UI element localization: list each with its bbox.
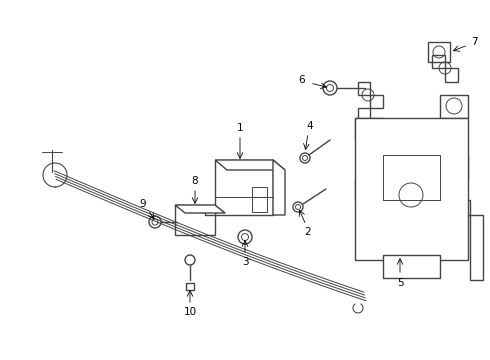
Bar: [186, 283, 194, 290]
Polygon shape: [358, 82, 383, 108]
Polygon shape: [175, 205, 225, 213]
Text: 9: 9: [140, 199, 147, 209]
Polygon shape: [432, 55, 458, 82]
Polygon shape: [215, 160, 285, 170]
Polygon shape: [383, 140, 440, 155]
Text: 10: 10: [183, 307, 196, 317]
Polygon shape: [440, 155, 468, 178]
Text: 2: 2: [305, 227, 311, 237]
Polygon shape: [440, 95, 468, 118]
Text: 3: 3: [242, 257, 248, 267]
Polygon shape: [383, 255, 440, 278]
Polygon shape: [355, 178, 383, 200]
Polygon shape: [355, 118, 383, 140]
Text: 4: 4: [307, 121, 313, 131]
Text: 7: 7: [471, 37, 477, 47]
Polygon shape: [273, 160, 285, 215]
Polygon shape: [215, 160, 273, 215]
Polygon shape: [355, 118, 468, 260]
Text: 1: 1: [237, 123, 244, 133]
Text: 8: 8: [192, 176, 198, 186]
Text: 6: 6: [299, 75, 305, 85]
Text: 5: 5: [397, 278, 403, 288]
Polygon shape: [175, 205, 215, 235]
Bar: [428, 42, 450, 62]
Bar: [252, 187, 267, 212]
Polygon shape: [358, 108, 483, 280]
